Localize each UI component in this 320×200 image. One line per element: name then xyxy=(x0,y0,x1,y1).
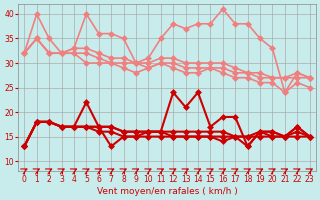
X-axis label: Vent moyen/en rafales ( km/h ): Vent moyen/en rafales ( km/h ) xyxy=(97,187,237,196)
